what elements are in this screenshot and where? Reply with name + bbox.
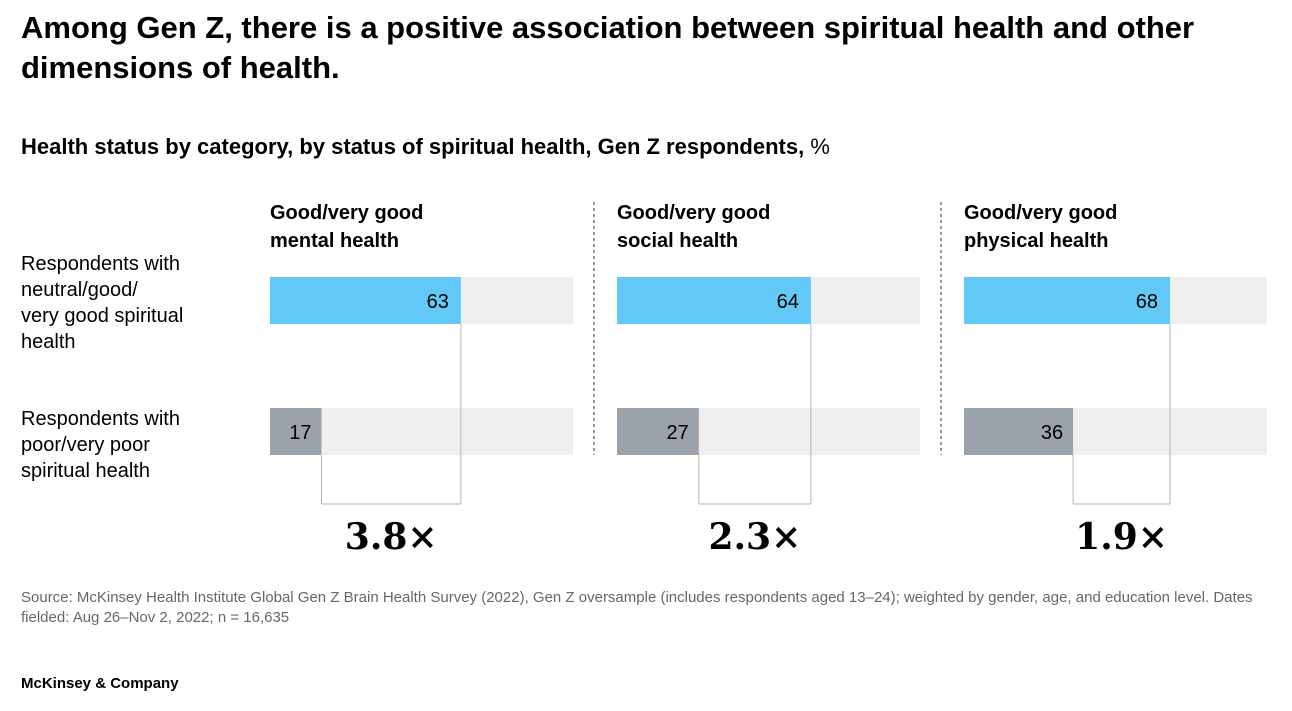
chart-subtitle: Health status by category, by status of … (21, 133, 830, 161)
panel-title-line: physical health (964, 230, 1109, 252)
panel-title-line: Good/very good (964, 202, 1117, 224)
row-label-good-spiritual: Respondents with neutral/good/very good s… (21, 251, 241, 355)
row-label-line: Respondents with (21, 253, 180, 275)
panel-title-line: social health (617, 230, 738, 252)
bar-value-label: 64 (777, 291, 799, 313)
panel-title-line: Good/very good (617, 202, 770, 224)
bar-value-label: 63 (427, 291, 449, 313)
bar (964, 277, 1171, 324)
subtitle-text: Health status by category, by status of … (21, 134, 805, 159)
row-label-poor-spiritual: Respondents with poor/very poor spiritual … (21, 406, 241, 484)
row-label-line: poor/very poor (21, 434, 150, 456)
row-label-line: Respondents with (21, 408, 180, 430)
bar-value-label: 27 (667, 422, 689, 444)
bar-value-label: 36 (1041, 422, 1063, 444)
chart-title: Among Gen Z, there is a positive associa… (21, 10, 1195, 85)
bar (617, 277, 811, 324)
subtitle-unit: % (810, 134, 830, 159)
row-label-line: health (21, 331, 76, 353)
bar-value-label: 68 (1136, 291, 1158, 313)
source-footnote: Source: McKinsey Health Institute Global… (21, 589, 1253, 626)
multiplier-label: 1.9× (1075, 516, 1168, 558)
brand-logo-text: McKinsey & Company (21, 675, 179, 692)
panel-title-line: mental health (270, 230, 399, 252)
row-label-line: very good spiritual (21, 305, 184, 327)
bar (270, 408, 322, 455)
multiplier-label: 2.3× (708, 516, 801, 558)
panel-title-line: Good/very good (270, 202, 423, 224)
bar (964, 408, 1074, 455)
bar-value-label: 17 (289, 422, 311, 444)
row-label-line: spiritual health (21, 460, 150, 482)
row-label-line: neutral/good/ (21, 279, 138, 301)
multiplier-label: 3.8× (345, 516, 438, 558)
bar (617, 408, 699, 455)
bar (270, 277, 461, 324)
